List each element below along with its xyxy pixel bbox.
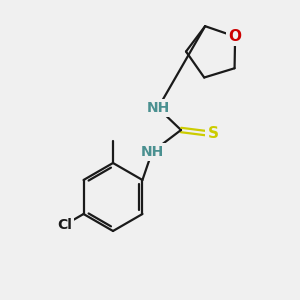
Text: S: S: [208, 127, 218, 142]
Text: NH: NH: [140, 145, 164, 159]
Text: NH: NH: [146, 101, 170, 115]
Text: Cl: Cl: [57, 218, 72, 232]
Text: O: O: [229, 29, 242, 44]
